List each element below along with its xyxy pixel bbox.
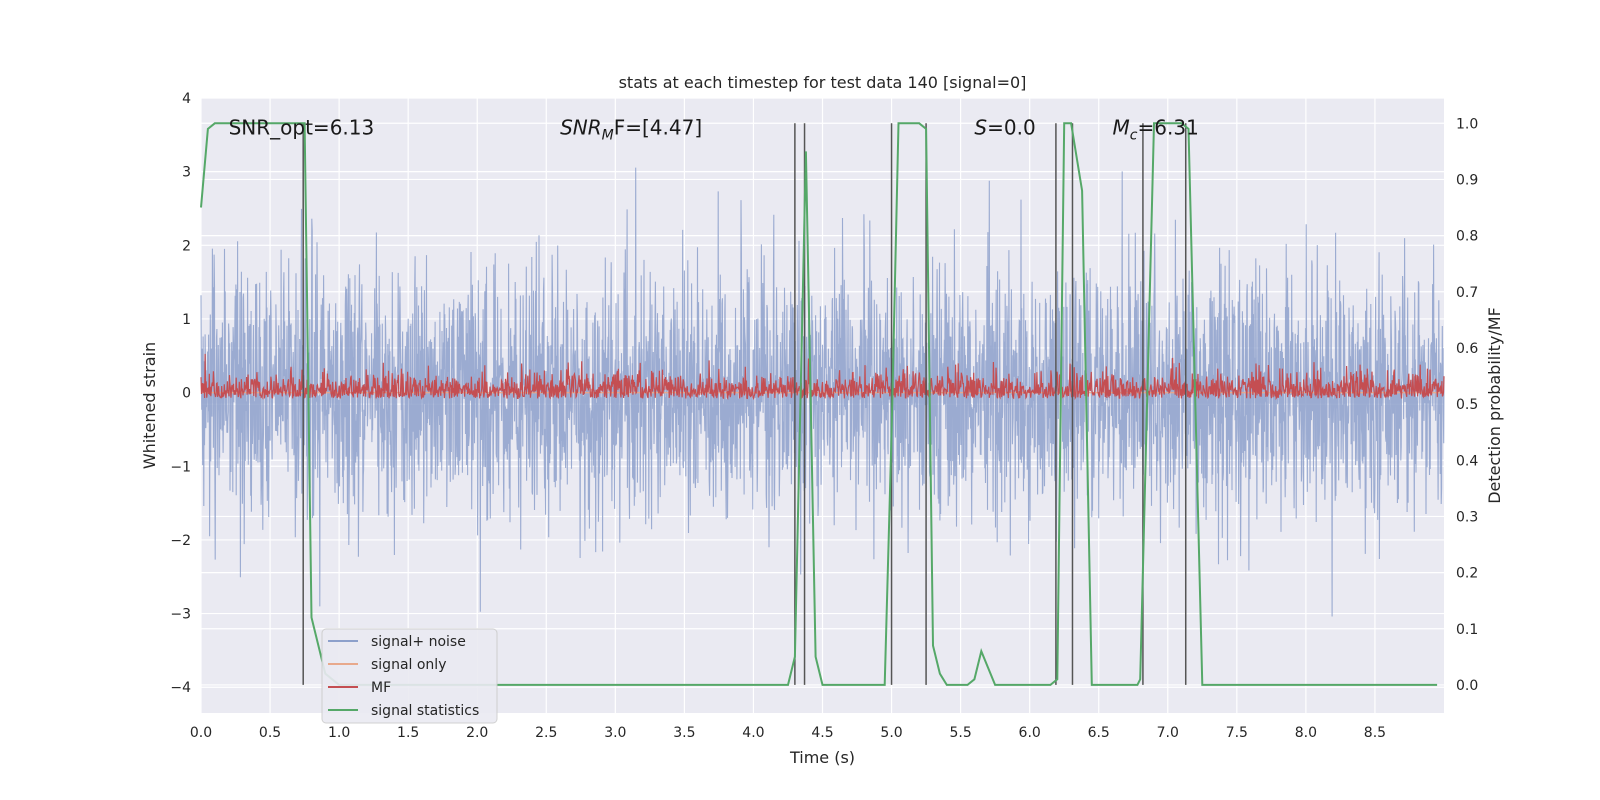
annotation-label: S=0.0 xyxy=(974,115,1035,139)
annotation-main: SNR xyxy=(560,115,602,139)
annotation-label: SNR_opt=6.13 xyxy=(229,115,375,139)
x-tick-label: 7.5 xyxy=(1226,725,1248,741)
y-axis-ticks: 4 3 2 1 0 −1 −2 −3 −4 xyxy=(170,91,191,696)
y2-tick-label: 0.8 xyxy=(1456,229,1478,245)
x-tick-label: 2.5 xyxy=(535,725,557,741)
y2-tick-label: 0.3 xyxy=(1456,509,1478,525)
annotation-label: Mc=6.31 xyxy=(1113,115,1199,143)
x-tick-label: 4.5 xyxy=(811,725,833,741)
series-signal-statistics-line xyxy=(200,122,1438,686)
y-tick-label: −4 xyxy=(170,680,191,696)
y2-axis-ticks: 1.0 0.9 0.8 0.7 0.6 0.5 0.4 0.3 0.2 0.1 0.0 xyxy=(1456,116,1478,694)
annotation-suffix: =6.31 xyxy=(1138,115,1199,139)
y-tick-label: −3 xyxy=(170,607,191,623)
legend-entry-label: signal+ noise xyxy=(371,634,466,650)
annotation-main: M xyxy=(1113,115,1130,139)
annotations: SNR_opt=6.13 SNRMF=[4.47] S=0.0 Mc=6.31 xyxy=(229,115,1199,143)
chart-title: stats at each timestep for test data 140… xyxy=(619,73,1027,92)
x-tick-label: 5.5 xyxy=(949,725,971,741)
x-tick-label: 5.0 xyxy=(880,725,902,741)
y2-tick-label: 0.1 xyxy=(1456,622,1478,638)
series-mf-line xyxy=(200,353,1445,401)
y-tick-label: 0 xyxy=(182,386,191,402)
y-tick-label: 3 xyxy=(182,165,191,181)
y2-tick-label: 1.0 xyxy=(1456,116,1478,132)
x-tick-label: 1.0 xyxy=(328,725,350,741)
y2-tick-label: 0.4 xyxy=(1456,453,1478,469)
annotation-label: SNRMF=[4.47] xyxy=(560,115,702,143)
x-tick-label: 1.5 xyxy=(397,725,419,741)
y2-tick-label: 0.2 xyxy=(1456,566,1478,582)
x-tick-label: 0.5 xyxy=(259,725,281,741)
x-tick-label: 4.0 xyxy=(742,725,764,741)
x-tick-label: 3.0 xyxy=(604,725,626,741)
y2-axis-label: Detection probability/MF xyxy=(1485,307,1504,504)
x-axis-label: Time (s) xyxy=(789,748,855,767)
x-axis-ticks: 0.0 0.5 1.0 1.5 2.0 2.5 3.0 3.5 4.0 4.5 5.0 5.5 6.0 6… xyxy=(190,725,1386,741)
series-signal-noise-line xyxy=(200,167,1445,617)
annotation-subscript: c xyxy=(1130,127,1138,143)
y2-tick-label: 0.5 xyxy=(1456,397,1478,413)
x-tick-label: 6.0 xyxy=(1019,725,1041,741)
legend: signal+ noise signal only MF signal statist… xyxy=(321,628,498,724)
legend-entry-label: MF xyxy=(371,680,391,696)
y-tick-label: 2 xyxy=(182,238,191,254)
y-tick-label: −1 xyxy=(170,459,191,475)
x-tick-label: 8.0 xyxy=(1295,725,1317,741)
y2-tick-label: 0.0 xyxy=(1456,678,1478,694)
y-axis-label: Whitened strain xyxy=(140,342,159,469)
annotation-main: S xyxy=(974,115,987,139)
x-tick-label: 0.0 xyxy=(190,725,212,741)
annotation-subscript: M xyxy=(602,127,614,143)
annotation-suffix: =0.0 xyxy=(987,115,1036,139)
y2-tick-label: 0.6 xyxy=(1456,341,1478,357)
y-tick-label: 1 xyxy=(182,312,191,328)
x-tick-label: 7.0 xyxy=(1157,725,1179,741)
series-layer xyxy=(200,122,1445,686)
x-tick-label: 3.5 xyxy=(673,725,695,741)
legend-box xyxy=(321,628,498,724)
x-tick-label: 6.5 xyxy=(1088,725,1110,741)
legend-entry-label: signal only xyxy=(371,657,446,673)
annotation-suffix: F=[4.47] xyxy=(614,115,702,139)
y2-tick-label: 0.9 xyxy=(1456,172,1478,188)
y-tick-label: 4 xyxy=(182,91,191,107)
y-tick-label: −2 xyxy=(170,533,191,549)
y2-tick-label: 0.7 xyxy=(1456,285,1478,301)
x-tick-label: 2.0 xyxy=(466,725,488,741)
x-tick-label: 8.5 xyxy=(1364,725,1386,741)
legend-entry-label: signal statistics xyxy=(371,703,479,719)
